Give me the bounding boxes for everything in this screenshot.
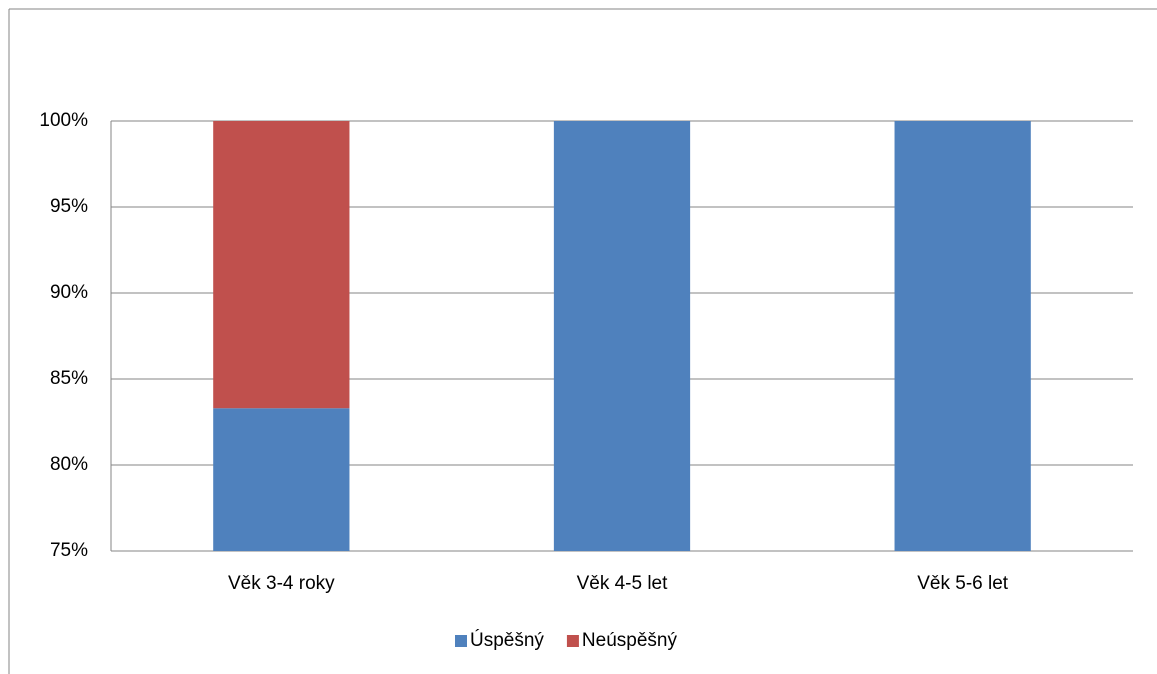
bar-segment bbox=[213, 408, 350, 551]
y-tick-label: 90% bbox=[50, 282, 88, 303]
y-tick-label: 75% bbox=[50, 540, 88, 561]
bar-segment bbox=[213, 121, 350, 409]
y-tick-label: 100% bbox=[39, 110, 88, 131]
legend-swatch bbox=[455, 635, 467, 647]
x-tick-label: Věk 5-6 let bbox=[917, 573, 1009, 594]
x-tick-label: Věk 3-4 roky bbox=[228, 573, 335, 594]
y-tick-label: 80% bbox=[50, 454, 88, 475]
bar-segment bbox=[894, 121, 1031, 551]
bar-segment bbox=[553, 121, 691, 551]
y-tick-label: 85% bbox=[50, 368, 88, 389]
legend-swatch bbox=[566, 635, 579, 647]
y-tick-label: 95% bbox=[50, 196, 88, 217]
legend-label: Úspěšný bbox=[470, 629, 544, 651]
x-tick-label: Věk 4-5 let bbox=[577, 573, 669, 594]
legend-label: Neúspěšný bbox=[582, 630, 678, 651]
